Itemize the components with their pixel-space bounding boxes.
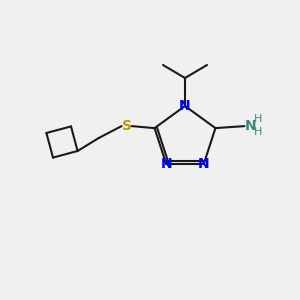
Text: N: N xyxy=(160,157,172,171)
Text: H: H xyxy=(254,127,262,137)
Text: N: N xyxy=(198,157,210,171)
Text: N: N xyxy=(179,99,191,113)
Text: H: H xyxy=(254,114,262,124)
Text: N: N xyxy=(244,119,256,133)
Text: S: S xyxy=(122,119,132,133)
